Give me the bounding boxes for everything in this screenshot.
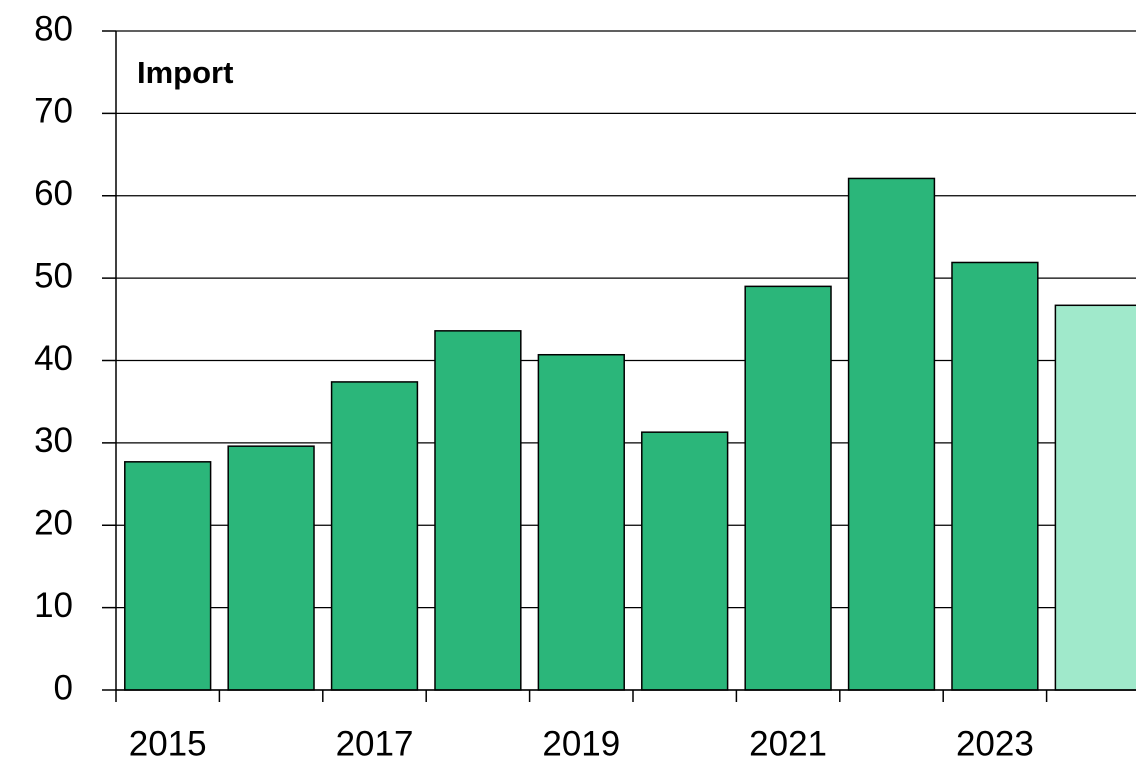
bar <box>1054 304 1136 691</box>
bar <box>124 461 212 691</box>
x-tick-label: 2019 <box>542 724 620 763</box>
y-tick-label: 10 <box>34 586 73 625</box>
y-tick-label: 70 <box>34 92 73 131</box>
bar <box>847 177 936 691</box>
bar <box>330 381 419 691</box>
bar <box>951 261 1039 691</box>
bar <box>744 285 832 691</box>
y-tick-label: 50 <box>34 256 73 295</box>
axes: 0 10 20 30 40 50 60 70 80 2015 2017 2019 2021 2023 <box>34 9 1136 763</box>
x-tick-label: 2023 <box>956 724 1034 763</box>
x-tick-label: 2015 <box>129 724 207 763</box>
y-tick-label: 20 <box>34 504 73 543</box>
x-tick-label: 2017 <box>336 724 414 763</box>
bar <box>434 330 522 691</box>
y-tick-label: 0 <box>54 668 73 707</box>
y-tick-label: 40 <box>34 339 73 378</box>
bars <box>124 177 1136 691</box>
bar <box>227 445 315 691</box>
chart-title: Import <box>137 55 233 90</box>
bar <box>641 431 729 691</box>
y-tick-label: 60 <box>34 174 73 213</box>
y-tick-label: 30 <box>34 421 73 460</box>
bar <box>537 353 625 691</box>
x-tick-label: 2021 <box>749 724 827 763</box>
y-tick-label: 80 <box>34 9 73 48</box>
